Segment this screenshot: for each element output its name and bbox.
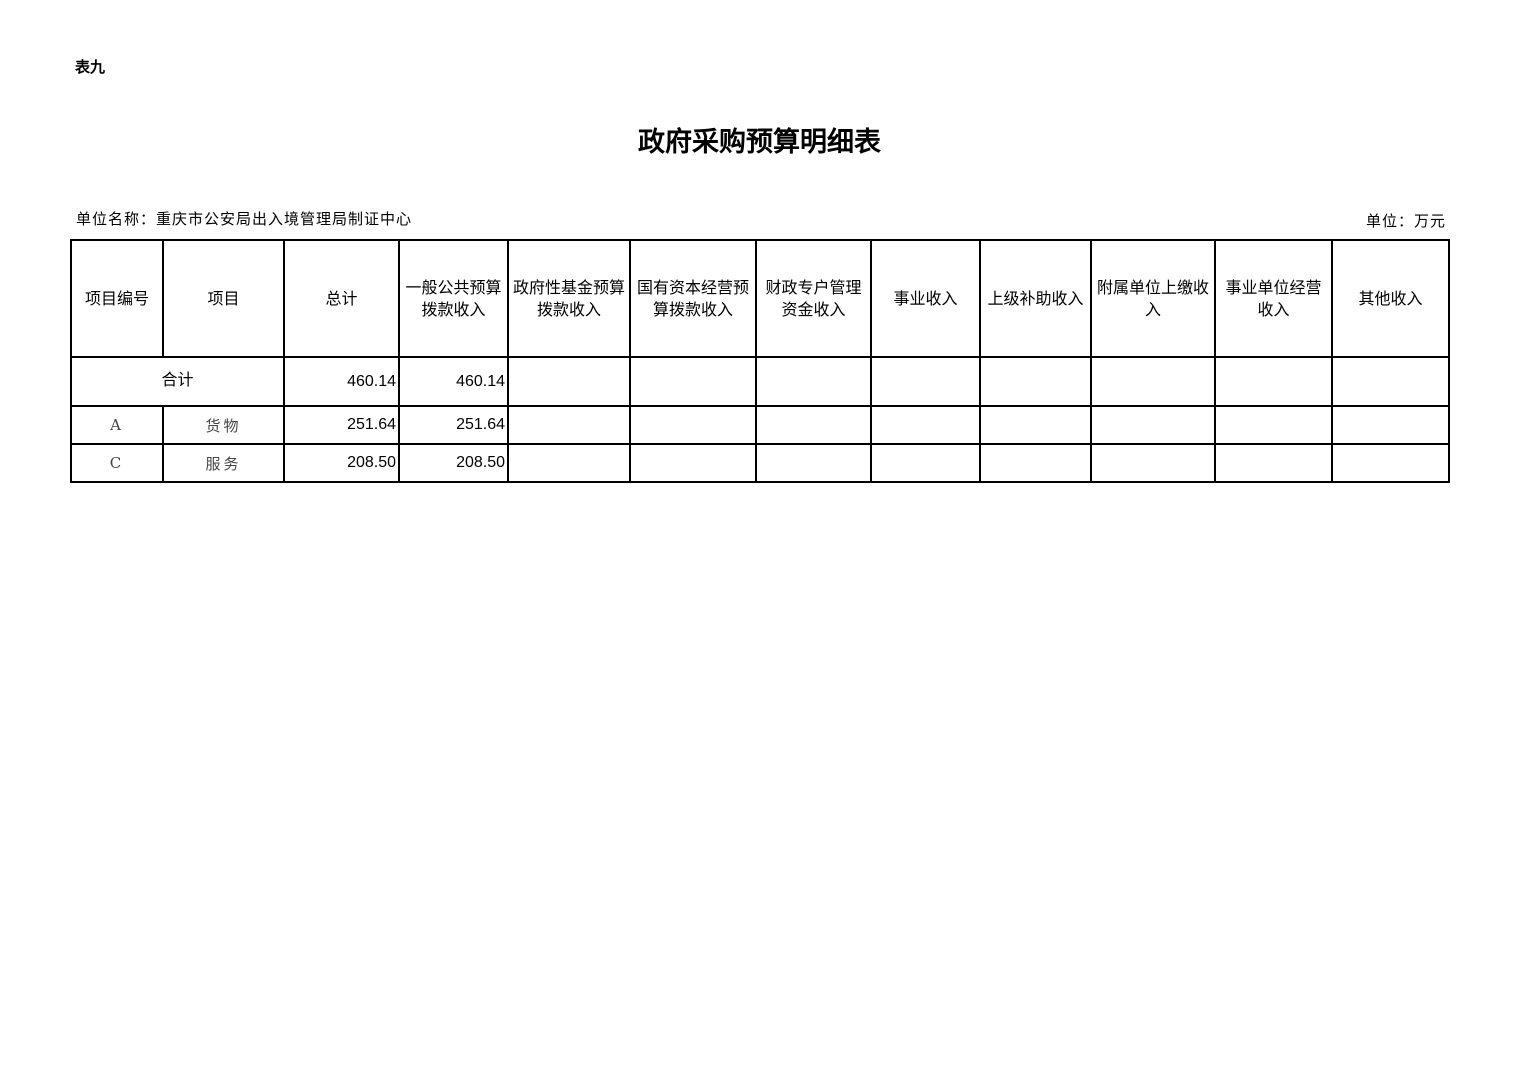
item-value (755, 405, 872, 445)
item-name: 货物 (162, 405, 285, 445)
column-header: 项目编号 (70, 239, 164, 358)
total-value (629, 356, 757, 407)
item-value: 251.64 (398, 405, 509, 445)
table-row: C 服务 208.50 208.50 (70, 443, 1450, 483)
item-code: A (70, 405, 164, 445)
item-value (1214, 443, 1333, 483)
header-row: 项目编号 项目 总计 一般公共预算拨款收入 政府性基金预算拨款收入 国有资本经营预算拨款收… (70, 239, 1450, 358)
item-value (870, 443, 981, 483)
item-name: 服务 (162, 443, 285, 483)
item-value: 208.50 (398, 443, 509, 483)
item-value (979, 443, 1092, 483)
item-value: 208.50 (283, 443, 400, 483)
column-header: 国有资本经营预算拨款收入 (629, 239, 757, 358)
column-header: 事业收入 (870, 239, 981, 358)
table-number: 表九 (75, 58, 106, 76)
item-value (755, 443, 872, 483)
total-value: 460.14 (283, 356, 400, 407)
column-header: 上级补助收入 (979, 239, 1092, 358)
column-header: 总计 (283, 239, 400, 358)
total-value (1090, 356, 1216, 407)
total-label: 合计 (70, 356, 285, 407)
column-header: 一般公共预算拨款收入 (398, 239, 509, 358)
item-value (870, 405, 981, 445)
item-value (1331, 405, 1450, 445)
column-header: 其他收入 (1331, 239, 1450, 358)
total-value (1214, 356, 1333, 407)
item-value (1331, 443, 1450, 483)
currency-unit: 单位：万元 (1365, 212, 1446, 230)
item-code: C (70, 443, 164, 483)
procurement-budget-table: 项目编号 项目 总计 一般公共预算拨款收入 政府性基金预算拨款收入 国有资本经营预算拨款收… (70, 239, 1450, 483)
item-value (507, 443, 631, 483)
item-value (979, 405, 1092, 445)
item-value (1090, 405, 1216, 445)
unit-name: 单位名称：重庆市公安局出入境管理局制证中心 (76, 210, 413, 228)
total-value: 460.14 (398, 356, 509, 407)
item-value (507, 405, 631, 445)
page-title: 政府采购预算明细表 (638, 127, 881, 158)
column-header: 项目 (162, 239, 285, 358)
column-header: 附属单位上缴收入 (1090, 239, 1216, 358)
item-value (629, 405, 757, 445)
item-value: 251.64 (283, 405, 400, 445)
item-value (629, 443, 757, 483)
total-value (755, 356, 872, 407)
total-value (507, 356, 631, 407)
column-header: 事业单位经营收入 (1214, 239, 1333, 358)
item-value (1090, 443, 1216, 483)
column-header: 政府性基金预算拨款收入 (507, 239, 631, 358)
column-header: 财政专户管理资金收入 (755, 239, 872, 358)
total-value (870, 356, 981, 407)
total-row: 合计 460.14 460.14 (70, 356, 1450, 407)
item-value (1214, 405, 1333, 445)
table-row: A 货物 251.64 251.64 (70, 405, 1450, 445)
total-value (979, 356, 1092, 407)
total-value (1331, 356, 1450, 407)
